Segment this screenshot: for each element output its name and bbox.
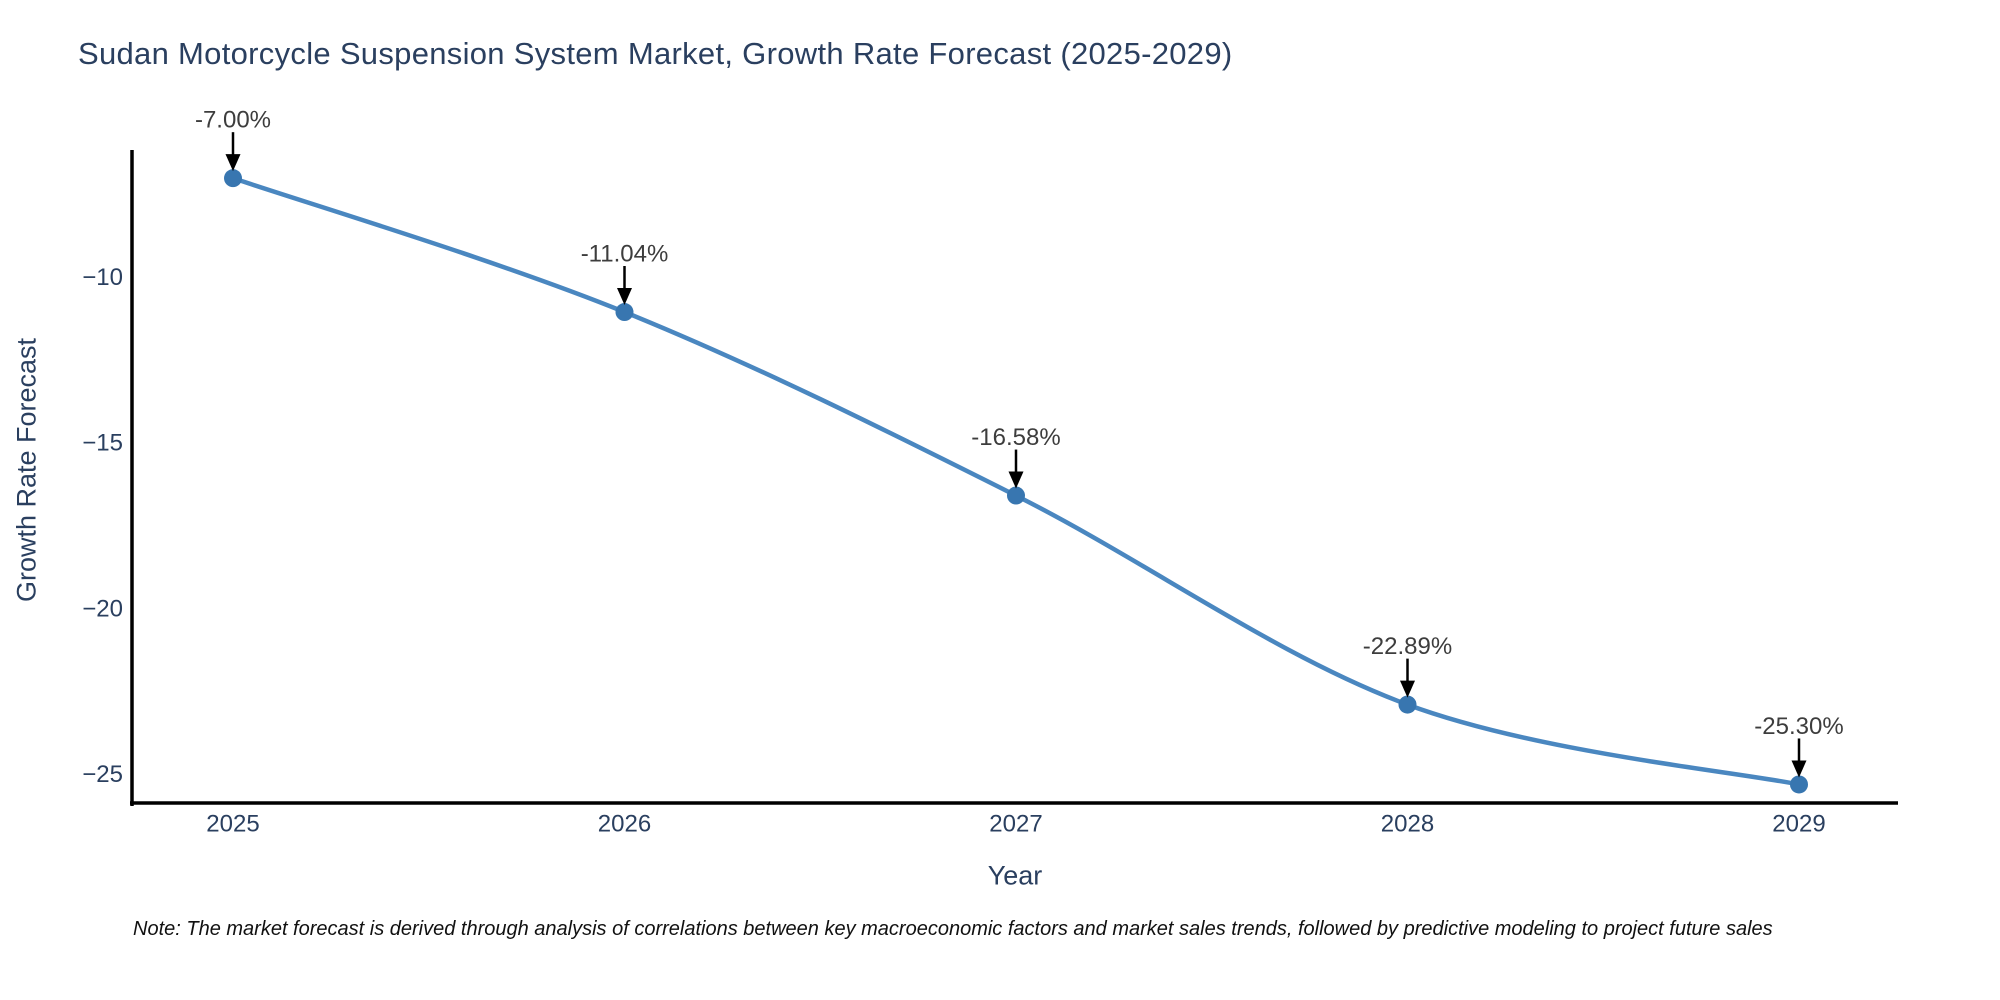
annotation-arrow-head [617, 288, 632, 306]
annotation-arrow-head [225, 154, 241, 172]
footnote: Note: The market forecast is derived thr… [133, 918, 1773, 940]
annotation-arrow-head [1008, 471, 1024, 489]
chart-title: Sudan Motorcycle Suspension System Marke… [78, 36, 1233, 71]
point-annotation: -11.04% [581, 241, 669, 268]
annotation-arrow-head [1791, 760, 1807, 778]
annotation-arrow-head [1400, 680, 1415, 698]
point-annotation: -22.89% [1363, 633, 1452, 660]
x-axis-title: Year [987, 860, 1043, 891]
data-point [615, 303, 634, 322]
x-tick-label: 2028 [1381, 811, 1434, 838]
data-point [1398, 695, 1417, 714]
x-tick-label: 2026 [598, 811, 651, 838]
point-annotation: -16.58% [971, 424, 1060, 451]
point-annotation: -7.00% [195, 107, 271, 134]
y-tick-label: −15 [82, 430, 123, 457]
data-point [224, 169, 242, 188]
point-annotation: -25.30% [1754, 713, 1843, 740]
y-tick-label: −20 [82, 595, 123, 622]
y-tick-label: −10 [82, 264, 123, 291]
x-tick-label: 2027 [989, 811, 1042, 838]
x-tick-label: 2029 [1772, 811, 1825, 838]
x-tick-label: 2025 [206, 811, 259, 838]
data-point [1790, 775, 1808, 794]
y-tick-label: −25 [82, 761, 123, 788]
data-point [1007, 486, 1025, 505]
